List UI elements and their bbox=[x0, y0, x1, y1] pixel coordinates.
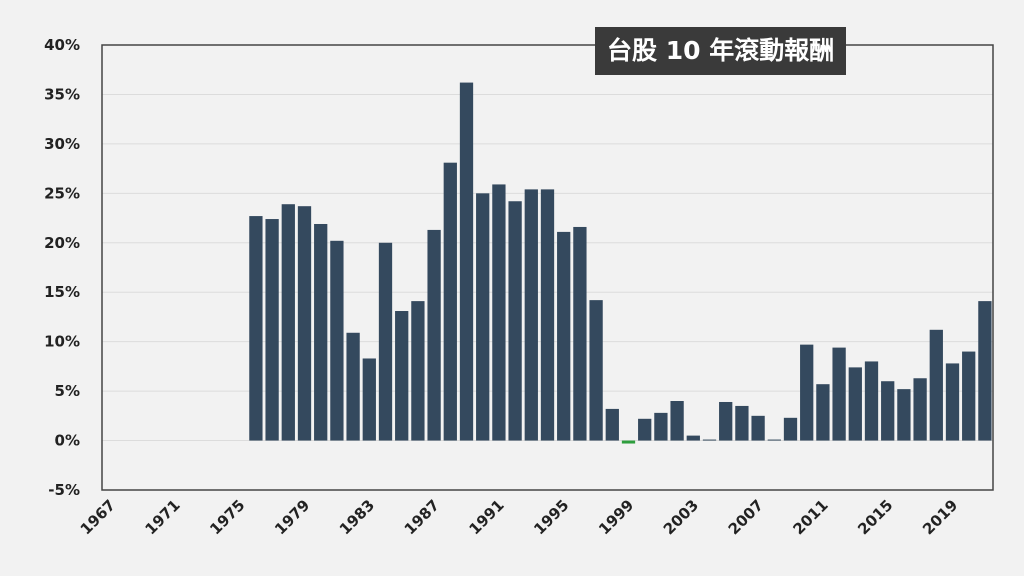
x-tick-label: 2015 bbox=[854, 496, 896, 538]
bar-2007 bbox=[751, 415, 765, 441]
bar-1976 bbox=[249, 216, 263, 441]
x-tick-label: 2007 bbox=[725, 496, 767, 538]
bar-2009 bbox=[783, 417, 798, 441]
bar-1997 bbox=[589, 300, 603, 441]
bar-2014 bbox=[864, 361, 879, 441]
x-tick-label: 1987 bbox=[401, 496, 443, 538]
x-tick-label: 1975 bbox=[206, 496, 248, 538]
y-tick-label: 35% bbox=[44, 85, 80, 103]
bar-1988 bbox=[443, 162, 457, 441]
x-tick-label: 2003 bbox=[660, 496, 702, 538]
chart-title: 台股 10 年滾動報酬 bbox=[595, 27, 847, 75]
bar-1998 bbox=[605, 408, 619, 441]
bar-1996 bbox=[573, 226, 587, 441]
y-tick-label: 40% bbox=[44, 36, 80, 54]
bar-1981 bbox=[330, 240, 344, 441]
bar-2012 bbox=[832, 347, 846, 441]
bar-1979 bbox=[297, 206, 312, 441]
bar-2010 bbox=[800, 344, 814, 441]
bar-1983 bbox=[362, 358, 376, 441]
bar-2005 bbox=[719, 401, 733, 441]
bar-2001 bbox=[654, 412, 668, 441]
y-tick-label: 5% bbox=[55, 382, 80, 400]
bar-2008 bbox=[767, 439, 781, 441]
y-tick-label: -5% bbox=[48, 481, 80, 499]
y-tick-label: 25% bbox=[44, 184, 80, 202]
y-tick-label: 0% bbox=[55, 432, 80, 450]
bar-2006 bbox=[735, 405, 749, 441]
bar-2015 bbox=[881, 381, 895, 441]
bar-2011 bbox=[816, 384, 830, 441]
bar-1978 bbox=[281, 204, 295, 441]
bar-1994 bbox=[540, 189, 555, 441]
bar-1989 bbox=[459, 82, 474, 441]
y-axis-ticks: -5% 0% 5% 10% 15% 20% 25% 30% 35% 40% bbox=[44, 36, 80, 499]
y-tick-label: 15% bbox=[44, 283, 80, 301]
x-tick-label: 1983 bbox=[336, 496, 378, 538]
bar-2018 bbox=[929, 329, 943, 441]
x-tick-label: 1999 bbox=[595, 496, 637, 538]
bar-2021 bbox=[978, 301, 992, 441]
x-axis-ticks: 1967 1971 1975 1979 1983 1987 1991 1995 1999 2003… bbox=[77, 496, 962, 538]
bar-2000 bbox=[638, 418, 652, 441]
bar-2003 bbox=[686, 435, 700, 441]
bar-2019 bbox=[945, 363, 960, 441]
bar-1999 bbox=[621, 440, 636, 444]
bar-2002 bbox=[670, 401, 684, 441]
bar-1991 bbox=[492, 184, 506, 441]
plot-frame bbox=[101, 44, 994, 491]
x-tick-label: 1991 bbox=[465, 496, 507, 538]
x-tick-label: 1979 bbox=[271, 496, 313, 538]
bar-1992 bbox=[508, 201, 522, 441]
x-tick-label: 1967 bbox=[77, 496, 119, 538]
x-tick-label: 2019 bbox=[919, 496, 961, 538]
bar-2004 bbox=[702, 439, 717, 441]
bar-1982 bbox=[346, 332, 360, 441]
y-tick-label: 20% bbox=[44, 234, 80, 252]
bar-1995 bbox=[557, 231, 571, 441]
bar-1984 bbox=[378, 242, 393, 441]
bar-2020 bbox=[962, 351, 976, 441]
bar-1977 bbox=[265, 219, 279, 441]
bar-1987 bbox=[427, 229, 441, 441]
bar-2013 bbox=[848, 367, 862, 441]
bar-1990 bbox=[476, 193, 490, 441]
bar-1993 bbox=[524, 189, 538, 441]
x-tick-label: 1971 bbox=[141, 496, 183, 538]
y-tick-label: 10% bbox=[44, 333, 80, 351]
x-tick-label: 1995 bbox=[530, 496, 572, 538]
x-tick-label: 2011 bbox=[789, 496, 831, 538]
bar-2017 bbox=[913, 378, 927, 441]
bar-1980 bbox=[314, 223, 328, 441]
bar-2016 bbox=[897, 389, 911, 441]
bar-1985 bbox=[395, 311, 409, 441]
bars bbox=[249, 82, 992, 444]
y-tick-label: 30% bbox=[44, 135, 80, 153]
bar-1986 bbox=[411, 301, 425, 441]
